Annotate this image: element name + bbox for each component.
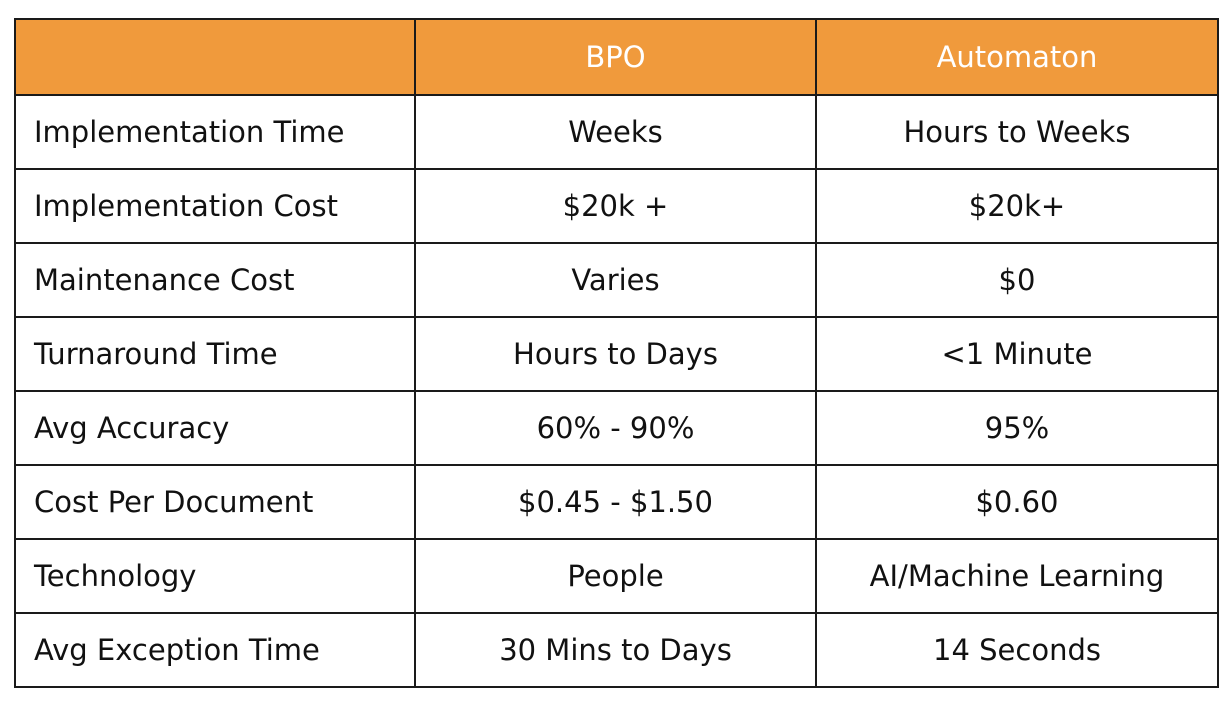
header-bpo: BPO — [414, 18, 817, 96]
row-label: Maintenance Cost — [14, 242, 416, 318]
automaton-value: AI/Machine Learning — [815, 538, 1219, 614]
table-header-row: BPO Automaton — [14, 18, 1219, 96]
table-row: Avg Exception Time 30 Mins to Days 14 Se… — [14, 612, 1219, 688]
row-label: Cost Per Document — [14, 464, 416, 540]
automaton-value: 14 Seconds — [815, 612, 1219, 688]
bpo-value: $20k + — [414, 168, 817, 244]
comparison-table: BPO Automaton Implementation Time Weeks … — [14, 18, 1219, 688]
automaton-value: $0.60 — [815, 464, 1219, 540]
bpo-value: People — [414, 538, 817, 614]
bpo-value: Hours to Days — [414, 316, 817, 392]
bpo-value: $0.45 - $1.50 — [414, 464, 817, 540]
comparison-table-container: BPO Automaton Implementation Time Weeks … — [14, 18, 1219, 688]
table-row: Maintenance Cost Varies $0 — [14, 242, 1219, 318]
bpo-value: 60% - 90% — [414, 390, 817, 466]
bpo-value: Varies — [414, 242, 817, 318]
header-corner-cell — [14, 18, 416, 96]
row-label: Technology — [14, 538, 416, 614]
row-label: Implementation Cost — [14, 168, 416, 244]
automaton-value: Hours to Weeks — [815, 94, 1219, 170]
table-row: Implementation Cost $20k + $20k+ — [14, 168, 1219, 244]
table-row: Technology People AI/Machine Learning — [14, 538, 1219, 614]
bpo-value: Weeks — [414, 94, 817, 170]
row-label: Avg Exception Time — [14, 612, 416, 688]
table-row: Avg Accuracy 60% - 90% 95% — [14, 390, 1219, 466]
automaton-value: $20k+ — [815, 168, 1219, 244]
row-label: Avg Accuracy — [14, 390, 416, 466]
bpo-value: 30 Mins to Days — [414, 612, 817, 688]
header-automaton: Automaton — [815, 18, 1219, 96]
table-row: Turnaround Time Hours to Days <1 Minute — [14, 316, 1219, 392]
automaton-value: <1 Minute — [815, 316, 1219, 392]
automaton-value: 95% — [815, 390, 1219, 466]
table-row: Implementation Time Weeks Hours to Weeks — [14, 94, 1219, 170]
automaton-value: $0 — [815, 242, 1219, 318]
row-label: Implementation Time — [14, 94, 416, 170]
table-row: Cost Per Document $0.45 - $1.50 $0.60 — [14, 464, 1219, 540]
row-label: Turnaround Time — [14, 316, 416, 392]
